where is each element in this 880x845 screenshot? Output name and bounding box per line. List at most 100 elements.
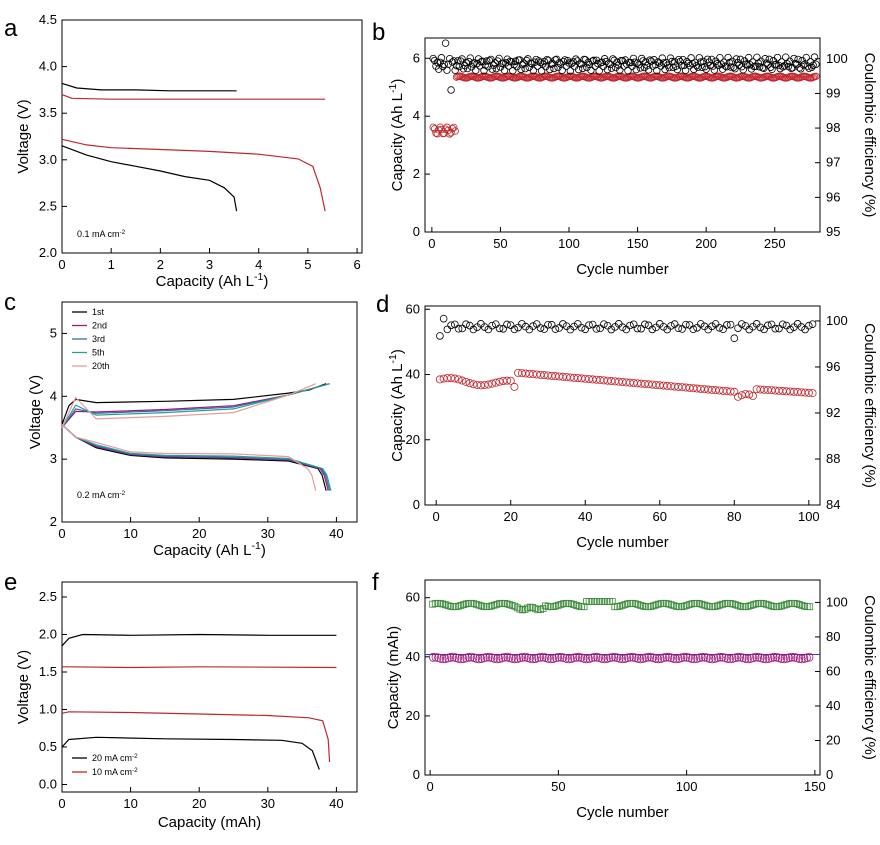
efficiency-marker: [470, 59, 479, 67]
efficiency-marker: [761, 55, 769, 63]
y2-tick-label-d: 100: [826, 313, 848, 328]
efficiency-marker: [665, 600, 673, 608]
efficiency-marker: [797, 323, 806, 331]
efficiency-marker: [639, 602, 647, 610]
efficiency-marker: [634, 601, 642, 608]
efficiency-marker: [572, 55, 580, 63]
y-tick-label-a: 3.5: [39, 105, 57, 120]
efficiency-marker: [587, 66, 595, 74]
efficiency-marker: [439, 600, 447, 608]
efficiency-marker: [440, 60, 448, 69]
label-superscript: -1: [387, 354, 399, 363]
efficiency-marker: [637, 324, 645, 333]
capacity-marker: [636, 654, 645, 664]
efficiency-marker: [670, 57, 679, 66]
efficiency-marker: [775, 603, 783, 610]
efficiency-marker: [793, 600, 801, 608]
efficiency-marker: [488, 321, 496, 330]
x-tick-label-a: 3: [206, 257, 213, 272]
capacity-marker: [785, 653, 793, 663]
panel-letter-d: d: [376, 291, 389, 318]
efficiency-marker: [762, 600, 770, 608]
efficiency-marker: [447, 86, 455, 94]
label-part: 0.2 mA cm: [77, 490, 120, 500]
efficiency-marker: [719, 600, 726, 608]
efficiency-marker: [631, 600, 639, 608]
x-tick-label-c: 0: [58, 526, 65, 541]
x-axis-label-f: Cycle number: [576, 804, 669, 821]
efficiency-marker: [732, 55, 741, 63]
efficiency-marker: [678, 603, 685, 611]
efficiency-marker: [771, 324, 780, 333]
capacity-marker: [690, 654, 698, 664]
efficiency-marker: [476, 62, 484, 70]
x-axis-label-c: Capacity (Ah L-1): [153, 540, 266, 559]
efficiency-marker: [585, 321, 593, 329]
y-tick-label-d: 20: [406, 432, 420, 447]
capacity-marker: [436, 653, 444, 663]
efficiency-marker: [451, 320, 459, 329]
series-line-charge-red: [61, 94, 326, 100]
plot-frame-f: [424, 579, 821, 776]
efficiency-marker: [778, 320, 787, 329]
efficiency-marker: [492, 320, 500, 328]
label-superscript: -2: [132, 767, 138, 774]
efficiency-marker: [715, 324, 724, 332]
y2-tick-label-f: 40: [826, 698, 840, 713]
label-part: 10 mA cm: [92, 767, 132, 777]
y-axis-label-b: Capacity (Ah L-1): [387, 79, 406, 192]
capacity-marker: [472, 654, 480, 663]
capacity-marker: [706, 654, 714, 663]
y2-tick-label-f: 20: [826, 732, 840, 747]
capacity-marker: [741, 390, 750, 399]
efficiency-marker: [591, 62, 599, 70]
efficiency-marker: [554, 601, 562, 609]
capacity-marker: [511, 654, 519, 664]
efficiency-marker: [682, 320, 690, 329]
capacity-marker: [490, 654, 498, 663]
efficiency-marker: [783, 600, 791, 608]
efficiency-marker: [713, 60, 721, 68]
efficiency-marker: [570, 322, 578, 331]
y-tick-label-f: 0: [413, 767, 420, 782]
efficiency-marker: [537, 67, 546, 75]
efficiency-marker: [488, 602, 496, 610]
charge-curve-3rd: [61, 383, 330, 429]
discharge-curve-20th: [61, 424, 317, 491]
label-part: ): [263, 273, 268, 290]
y2-tick-label-f: 0: [826, 767, 833, 782]
efficiency-marker: [533, 62, 542, 70]
efficiency-marker: [565, 599, 573, 607]
capacity-marker: [493, 654, 501, 664]
x-tick-label-e: 0: [58, 796, 65, 811]
capacity-marker: [626, 652, 634, 662]
efficiency-marker: [762, 59, 771, 67]
efficiency-marker: [683, 602, 691, 609]
efficiency-marker: [753, 53, 761, 62]
efficiency-marker: [592, 56, 601, 64]
efficiency-marker: [451, 66, 459, 75]
efficiency-marker: [796, 601, 803, 608]
efficiency-marker: [654, 58, 662, 66]
efficiency-marker: [696, 600, 703, 608]
y-axis-label-f: Capacity (mAh): [385, 626, 402, 729]
capacity-marker: [662, 652, 670, 662]
efficiency-marker: [736, 55, 745, 64]
capacity-marker: [644, 652, 652, 662]
efficiency-marker: [629, 320, 638, 329]
x-tick-label-c: 10: [123, 526, 137, 541]
capacity-marker: [526, 654, 534, 663]
efficiency-marker: [444, 602, 452, 610]
y-axis-label-a: Voltage (V): [15, 99, 32, 173]
efficiency-marker: [519, 606, 526, 614]
y2-axis-label-b: Coulombic efficiency (%): [861, 53, 878, 218]
efficiency-marker: [592, 325, 601, 333]
efficiency-marker: [767, 602, 775, 610]
efficiency-marker: [510, 60, 518, 69]
efficiency-marker: [607, 325, 616, 334]
efficiency-marker: [708, 322, 716, 331]
capacity-marker: [439, 654, 447, 664]
x-tick-label-d: 100: [798, 509, 820, 524]
capacity-marker: [451, 127, 459, 135]
capacity-marker: [808, 389, 817, 398]
